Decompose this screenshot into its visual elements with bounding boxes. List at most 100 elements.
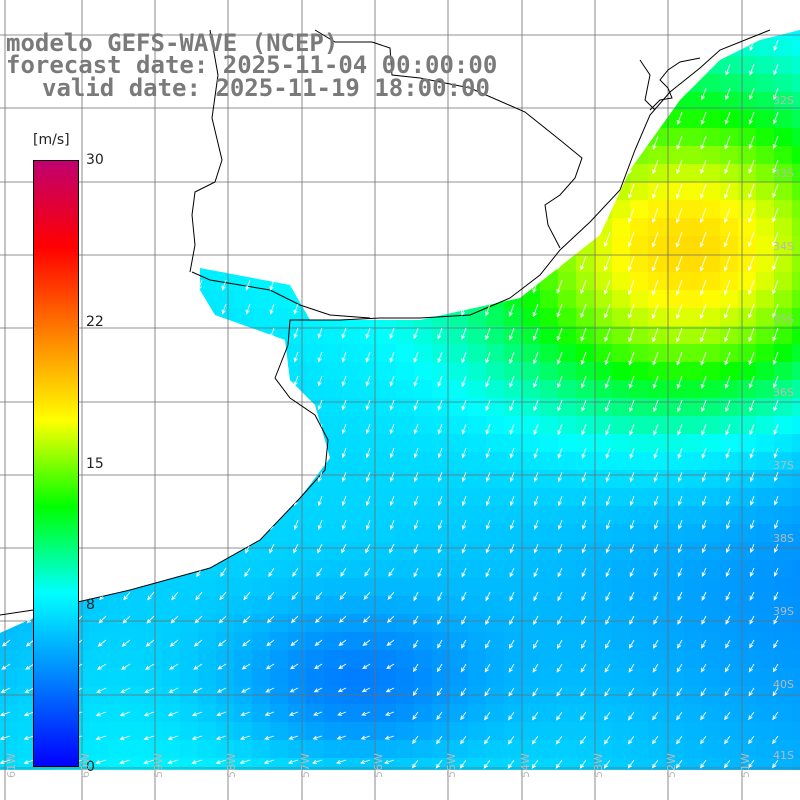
wind-arrow bbox=[221, 495, 227, 507]
wind-speed-cell bbox=[702, 308, 721, 327]
wind-speed-cell bbox=[324, 740, 343, 759]
wind-arrow bbox=[341, 279, 347, 291]
wind-speed-cell bbox=[702, 344, 721, 363]
wind-speed-cell bbox=[396, 542, 415, 561]
wind-arrow bbox=[337, 687, 347, 693]
wind-arrow bbox=[197, 423, 203, 435]
wind-speed-cell bbox=[234, 344, 253, 363]
wind-speed-cell bbox=[684, 146, 703, 165]
wind-speed-cell bbox=[774, 92, 793, 111]
wind-arrow bbox=[221, 471, 227, 483]
wind-arrow bbox=[101, 351, 107, 363]
wind-speed-cell bbox=[486, 614, 505, 633]
wind-speed-cell bbox=[630, 74, 649, 93]
wind-arrow bbox=[216, 711, 227, 717]
wind-arrow bbox=[437, 399, 443, 411]
wind-speed-cell bbox=[396, 146, 415, 165]
wind-speed-cell bbox=[630, 560, 649, 579]
wind-arrow bbox=[436, 711, 443, 721]
wind-speed-cell bbox=[216, 740, 235, 759]
wind-speed-cell bbox=[522, 200, 541, 219]
wind-arrow bbox=[167, 759, 179, 765]
wind-speed-cell bbox=[648, 164, 667, 183]
wind-arrow bbox=[605, 63, 611, 76]
wind-arrow bbox=[509, 639, 515, 649]
wind-speed-cell bbox=[738, 650, 757, 669]
wind-arrow bbox=[173, 303, 179, 315]
wind-speed-cell bbox=[504, 308, 523, 327]
wind-speed-cell bbox=[450, 704, 469, 723]
wind-speed-cell bbox=[144, 236, 163, 255]
wind-speed-cell bbox=[342, 578, 361, 597]
wind-speed-cell bbox=[702, 236, 721, 255]
wind-arrow bbox=[581, 423, 587, 436]
wind-arrow bbox=[557, 63, 563, 76]
wind-speed-cell bbox=[540, 200, 559, 219]
wind-arrow bbox=[365, 183, 371, 196]
wind-speed-cell bbox=[342, 344, 361, 363]
wind-speed-cell bbox=[684, 560, 703, 579]
wind-arrow bbox=[245, 423, 251, 435]
wind-speed-cell bbox=[18, 776, 37, 795]
wind-arrow bbox=[461, 567, 467, 578]
wind-speed-cell bbox=[180, 596, 199, 615]
wind-speed-cell bbox=[270, 650, 289, 669]
wind-speed-cell bbox=[522, 668, 541, 687]
wind-arrow bbox=[629, 447, 635, 459]
wind-speed-cell bbox=[414, 560, 433, 579]
wind-arrow bbox=[317, 471, 323, 483]
wind-speed-cell bbox=[468, 452, 487, 471]
wind-speed-cell bbox=[702, 164, 721, 183]
wind-speed-cell bbox=[306, 146, 325, 165]
wind-arrow bbox=[0, 687, 11, 693]
wind-arrow bbox=[651, 735, 659, 745]
wind-arrow bbox=[386, 663, 395, 670]
wind-speed-cell bbox=[792, 38, 800, 57]
wind-speed-cell bbox=[612, 380, 631, 399]
wind-arrow bbox=[627, 735, 635, 745]
wind-arrow bbox=[221, 447, 227, 459]
wind-arrow bbox=[149, 375, 155, 387]
wind-arrow bbox=[653, 519, 659, 530]
wind-arrow bbox=[557, 639, 563, 650]
wind-speed-cell bbox=[342, 164, 361, 183]
wind-speed-cell bbox=[540, 74, 559, 93]
wind-speed-cell bbox=[252, 146, 271, 165]
wind-speed-cell bbox=[576, 452, 595, 471]
wind-speed-cell bbox=[558, 236, 577, 255]
wind-arrow bbox=[748, 327, 755, 343]
wind-speed-cell bbox=[540, 452, 559, 471]
wind-arrow bbox=[461, 639, 467, 649]
wind-arrow bbox=[77, 135, 83, 147]
wind-arrow bbox=[313, 687, 323, 693]
wind-speed-cell bbox=[396, 326, 415, 345]
wind-speed-cell bbox=[108, 182, 127, 201]
wind-arrow bbox=[725, 567, 731, 578]
wind-arrow bbox=[268, 567, 275, 578]
wind-speed-cell bbox=[666, 146, 685, 165]
wind-speed-cell bbox=[378, 452, 397, 471]
wind-speed-cell bbox=[648, 614, 667, 633]
wind-speed-cell bbox=[396, 722, 415, 741]
wind-speed-cell bbox=[576, 56, 595, 75]
wind-arrow bbox=[580, 231, 587, 247]
wind-arrow bbox=[339, 591, 347, 601]
wind-speed-cell bbox=[216, 488, 235, 507]
wind-arrow bbox=[509, 351, 515, 365]
wind-arrow bbox=[173, 471, 179, 483]
wind-speed-cell bbox=[468, 380, 487, 399]
wind-arrow bbox=[146, 615, 155, 624]
wind-speed-cell bbox=[684, 758, 703, 770]
wind-speed-cell bbox=[450, 758, 469, 770]
wind-speed-cell bbox=[324, 380, 343, 399]
wind-arrow bbox=[341, 399, 347, 411]
wind-arrow bbox=[365, 207, 371, 220]
wind-arrow bbox=[125, 135, 131, 147]
longitude-label: 55W bbox=[445, 753, 458, 778]
wind-arrow bbox=[675, 735, 683, 745]
coastline-south-america bbox=[0, 29, 771, 616]
wind-speed-cell bbox=[108, 146, 127, 165]
wind-speed-cell bbox=[576, 578, 595, 597]
wind-arrow bbox=[245, 231, 251, 243]
